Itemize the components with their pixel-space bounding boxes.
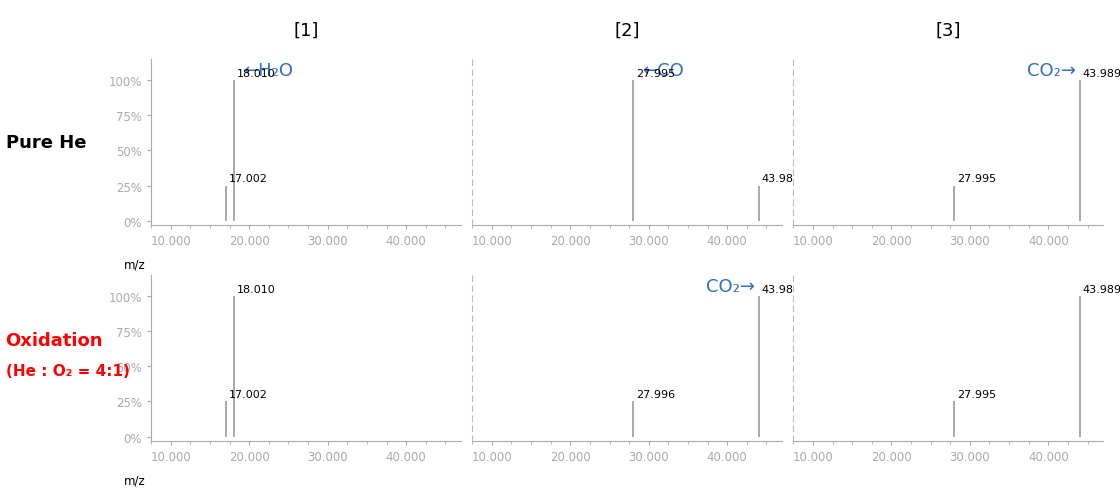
Text: 27.996: 27.996 [636,390,675,400]
Text: 17.002: 17.002 [228,390,268,400]
Text: [2]: [2] [615,22,640,40]
Text: ←H₂O: ←H₂O [243,62,293,80]
Text: 43.989: 43.989 [762,285,801,295]
Text: CO₂→: CO₂→ [1027,62,1075,80]
Text: 43.989: 43.989 [1083,285,1120,295]
Text: 27.995: 27.995 [958,390,997,400]
Text: [1]: [1] [293,22,319,40]
Text: m/z: m/z [124,473,146,486]
Text: (He : O₂ = 4:1): (He : O₂ = 4:1) [6,363,130,378]
Text: Pure He: Pure He [6,134,86,152]
Text: Oxidation: Oxidation [6,332,103,350]
Text: 43.989: 43.989 [762,174,801,184]
Text: m/z: m/z [124,258,146,271]
Text: 43.989: 43.989 [1083,69,1120,79]
Text: 18.010: 18.010 [236,69,276,79]
Text: 27.995: 27.995 [958,174,997,184]
Text: 27.995: 27.995 [636,69,675,79]
Text: CO₂→: CO₂→ [706,277,755,295]
Text: 17.002: 17.002 [228,174,268,184]
Text: 18.010: 18.010 [236,285,276,295]
Text: ←CO: ←CO [643,62,684,80]
Text: [3]: [3] [935,22,961,40]
